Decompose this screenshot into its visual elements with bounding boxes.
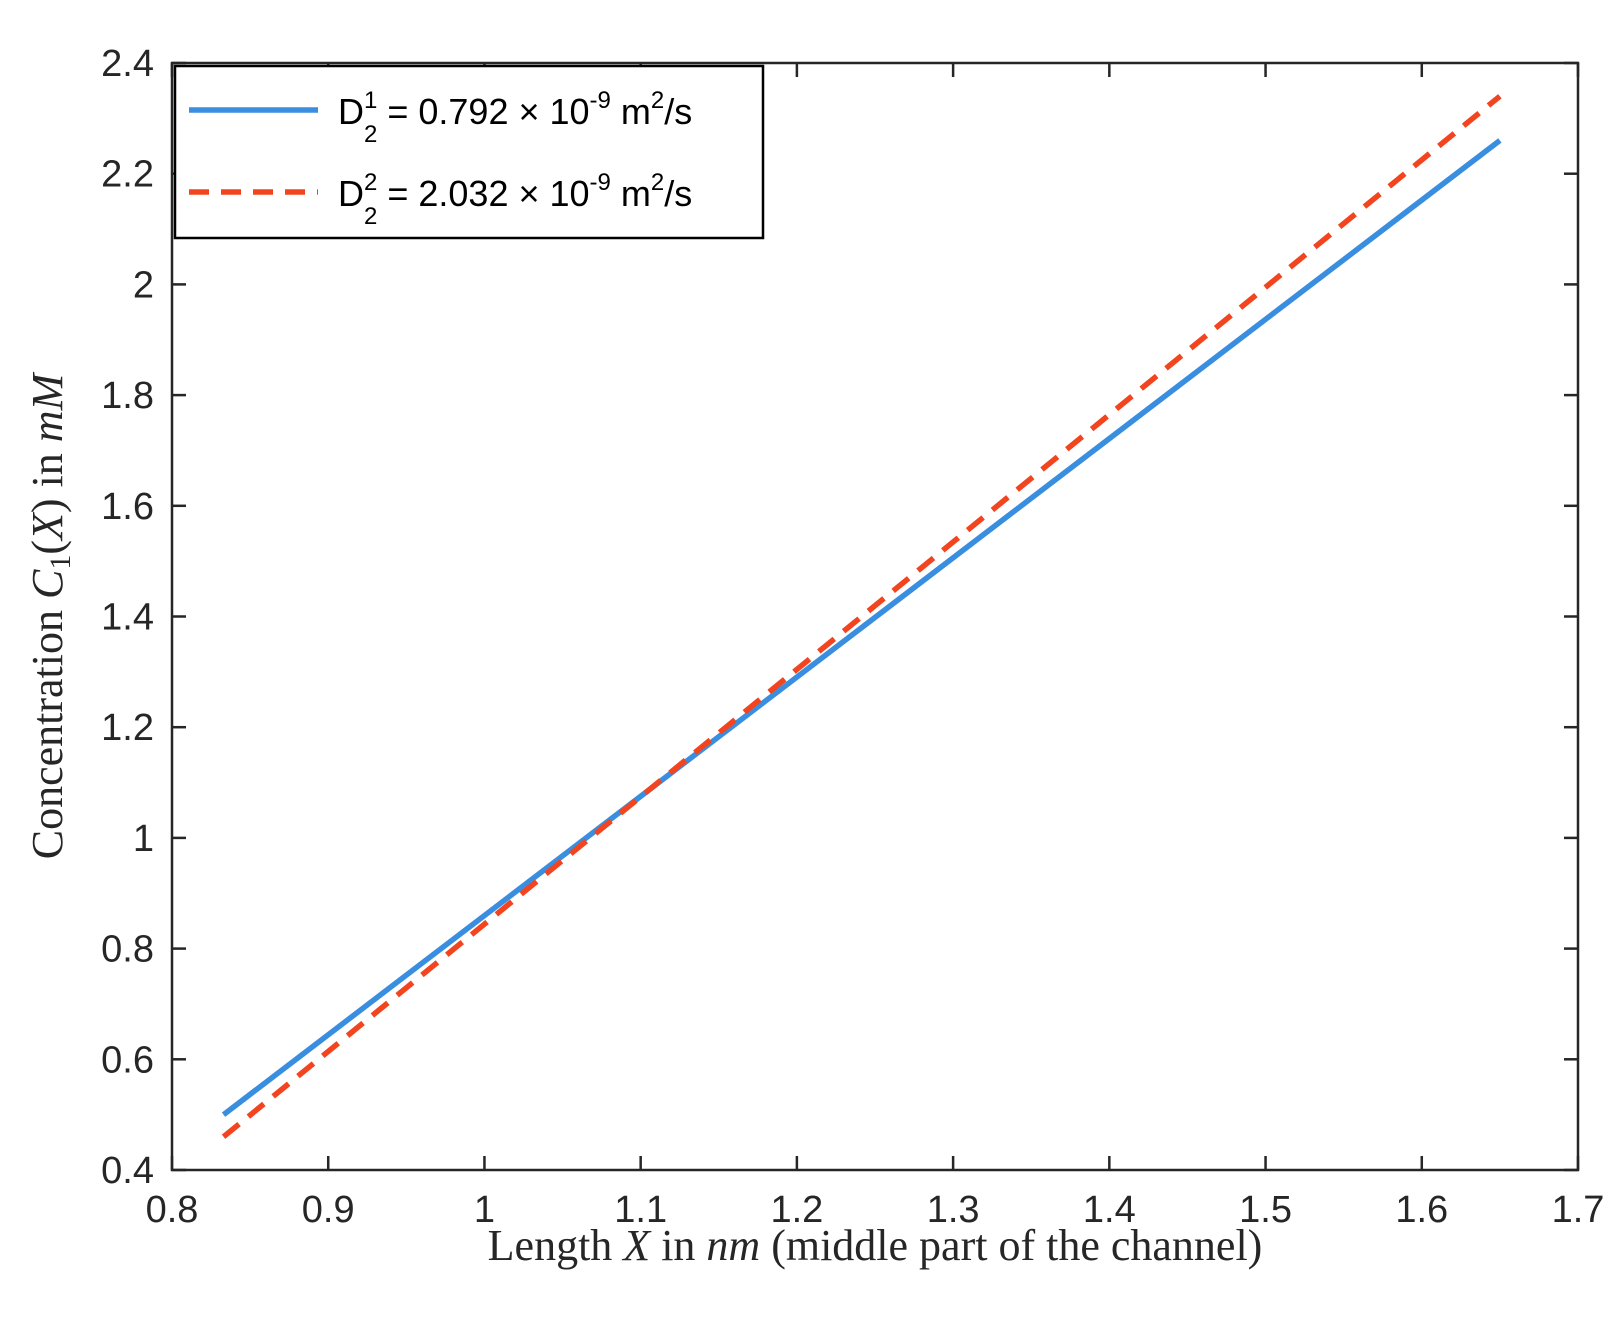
y-tick-label: 0.6 bbox=[101, 1039, 154, 1081]
legend-text-part: D bbox=[338, 173, 364, 214]
axes: 0.8 0.9 1 1.1 1.2 1.3 1.4 1.5 1.6 1.7 0.4 0.6 0.8 1 1.… bbox=[101, 43, 1604, 1231]
legend-box bbox=[173, 64, 765, 240]
legend-text-part: 2 bbox=[651, 169, 664, 196]
axis-label-part: X bbox=[621, 1221, 652, 1270]
axis-label-part: ( bbox=[23, 540, 72, 555]
y-tick-label: 1.4 bbox=[101, 597, 154, 639]
series-line-2 bbox=[221, 94, 1502, 1139]
legend-text-part: m bbox=[611, 173, 651, 214]
axis-labels: Length X in nm (middle part of the chann… bbox=[23, 371, 1262, 1270]
axis-label-part: nm bbox=[706, 1221, 760, 1270]
x-tick-label: 1.4 bbox=[1083, 1189, 1136, 1231]
legend-text-part: -9 bbox=[590, 169, 611, 196]
x-tick-label: 1.1 bbox=[614, 1189, 667, 1231]
axis-label-part: ) in bbox=[23, 442, 72, 513]
y-tick-label: 2 bbox=[133, 264, 154, 306]
x-tick-label: 0.8 bbox=[146, 1189, 199, 1231]
legend-text-part: D bbox=[338, 91, 364, 132]
axis-label-part: Length bbox=[488, 1221, 624, 1270]
y-tick-label: 0.4 bbox=[101, 1150, 154, 1192]
axis-label-part: mM bbox=[23, 371, 72, 442]
x-tick-label: 0.9 bbox=[302, 1189, 355, 1231]
y-tick-label: 1 bbox=[133, 818, 154, 860]
x-tick-label: 1.2 bbox=[770, 1189, 823, 1231]
x-tick-label: 1 bbox=[474, 1189, 495, 1231]
legend-text-part: 2 bbox=[364, 121, 377, 148]
y-tick-label: 1.2 bbox=[101, 707, 154, 749]
plot-area bbox=[221, 94, 1502, 1139]
legend-text-part: 1 bbox=[364, 87, 377, 114]
legend-label-1: D1 2 = 0.792 × 10-9 m2/s bbox=[338, 87, 692, 148]
legend-text-part: = 0.792 × 10 bbox=[377, 91, 589, 132]
axis-label-part: 1 bbox=[44, 555, 77, 570]
y-tick-label: 2.4 bbox=[101, 43, 154, 85]
legend-text-part: /s bbox=[664, 173, 692, 214]
x-tick-label: 1.6 bbox=[1395, 1189, 1448, 1231]
x-tick-label: 1.3 bbox=[927, 1189, 980, 1231]
legend-text-part: /s bbox=[664, 91, 692, 132]
legend-text-part: 2 bbox=[364, 203, 377, 230]
axis-label-part: C bbox=[23, 569, 72, 599]
axis-label-part: (middle part of the channel) bbox=[760, 1221, 1262, 1270]
legend-text-part: 2 bbox=[651, 87, 664, 114]
axis-label-part: X bbox=[23, 511, 72, 542]
legend-text-part: -9 bbox=[590, 87, 611, 114]
legend-label-2: D2 2 = 2.032 × 10-9 m2/s bbox=[338, 169, 692, 230]
legend-text-part: = 2.032 × 10 bbox=[377, 173, 589, 214]
legend-text-part: m bbox=[611, 91, 651, 132]
y-tick-label: 2.2 bbox=[101, 154, 154, 196]
axis-label-part: in bbox=[650, 1221, 706, 1270]
legend-text-part: 2 bbox=[364, 169, 377, 196]
x-axis-label: Length X in nm (middle part of the chann… bbox=[488, 1221, 1263, 1270]
axis-label-part: Concentration bbox=[23, 599, 72, 859]
legend: D1 2 = 0.792 × 10-9 m2/sD2 2 = 2.032 × 10-… bbox=[173, 64, 765, 240]
x-tick-label: 1.7 bbox=[1552, 1189, 1605, 1231]
series-line-1 bbox=[221, 138, 1502, 1117]
x-tick-label: 1.5 bbox=[1239, 1189, 1292, 1231]
y-tick-label: 0.8 bbox=[101, 929, 154, 971]
y-tick-label: 1.6 bbox=[101, 486, 154, 528]
y-axis-label: Concentration C1(X) in mM bbox=[23, 371, 77, 859]
y-tick-label: 1.8 bbox=[101, 375, 154, 417]
